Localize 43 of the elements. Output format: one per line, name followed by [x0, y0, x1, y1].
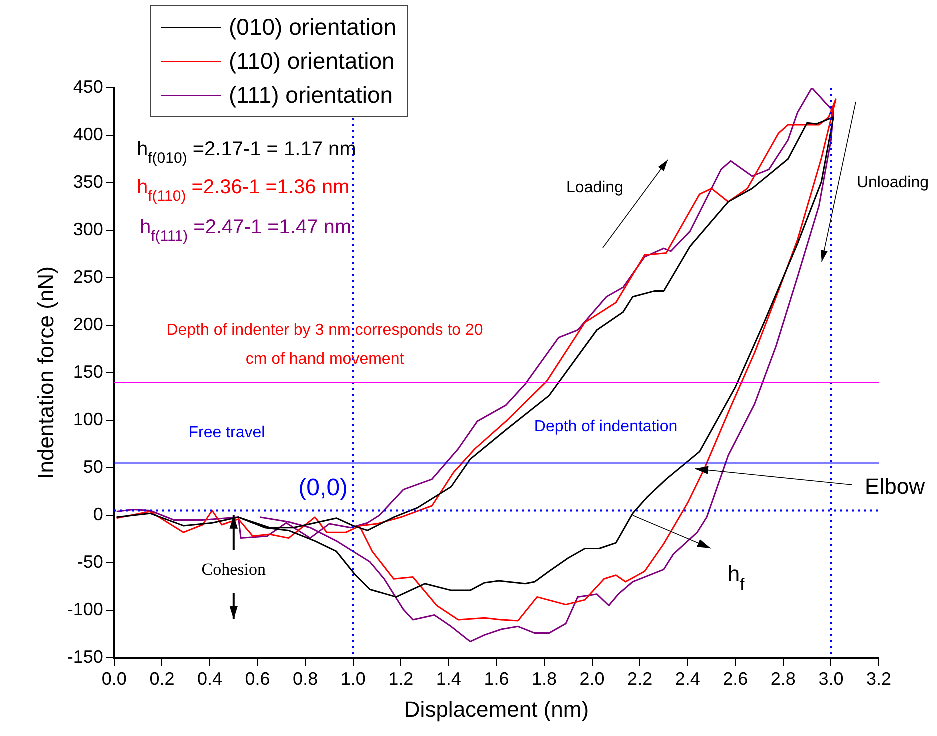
- annotation: Elbow: [865, 474, 926, 500]
- x-axis-title: Displacement (nm): [404, 696, 590, 722]
- y-tick-label: 450: [73, 76, 104, 97]
- y-tick-label: 300: [73, 219, 104, 240]
- y-tick-label: 200: [73, 314, 104, 334]
- x-tick-label: 3.2: [866, 668, 892, 689]
- y-tick-label: 400: [73, 124, 104, 144]
- legend-label: (111) orientation: [229, 82, 394, 108]
- x-tick-label: 2.8: [770, 668, 796, 689]
- y-tick-label: 150: [73, 362, 104, 382]
- y-tick-label: -100: [67, 599, 104, 620]
- legend-label: (010) orientation: [229, 14, 396, 40]
- legend-label: (110) orientation: [229, 48, 395, 74]
- x-tick-label: 1.0: [340, 668, 366, 689]
- y-tick-label: 100: [73, 409, 104, 430]
- x-tick-label: 0.2: [150, 668, 175, 689]
- y-axis-title: Indentation force (nN): [33, 266, 58, 480]
- y-tick-label: 250: [73, 266, 104, 287]
- x-tick-label: 2.4: [675, 668, 700, 689]
- annotation: Unloading: [856, 174, 930, 192]
- y-tick-label: 0: [93, 504, 104, 524]
- x-tick-label: 2.0: [580, 668, 605, 689]
- x-tick-label: 1.6: [484, 668, 510, 689]
- y-tick-label: -150: [67, 646, 104, 667]
- y-tick-label: -50: [77, 552, 104, 572]
- x-tick-label: 1.2: [388, 668, 414, 689]
- x-tick-label: 0.6: [245, 668, 270, 689]
- x-tick-label: 1.8: [532, 668, 558, 689]
- annotation: Loading: [566, 179, 624, 196]
- annotation: (0,0): [298, 474, 348, 502]
- annotation: Depth of indentation: [534, 418, 678, 436]
- annotation: Free travel: [188, 424, 266, 442]
- x-tick-label: 3.0: [818, 668, 844, 689]
- x-tick-label: 2.2: [628, 668, 653, 689]
- x-tick-label: 0.8: [293, 668, 318, 689]
- y-tick-label: 350: [73, 172, 104, 192]
- annotation: Cohesion: [202, 560, 267, 579]
- x-tick-label: 1.4: [436, 668, 462, 689]
- x-tick-label: 2.6: [723, 668, 748, 689]
- ref-line-label: Depth of indenter by 3 nm corresponds to 20 cm of hand movement: [166, 322, 484, 368]
- x-tick-label: 0.0: [102, 668, 127, 689]
- x-tick-label: 0.4: [197, 668, 223, 689]
- y-tick-label: 50: [83, 456, 104, 477]
